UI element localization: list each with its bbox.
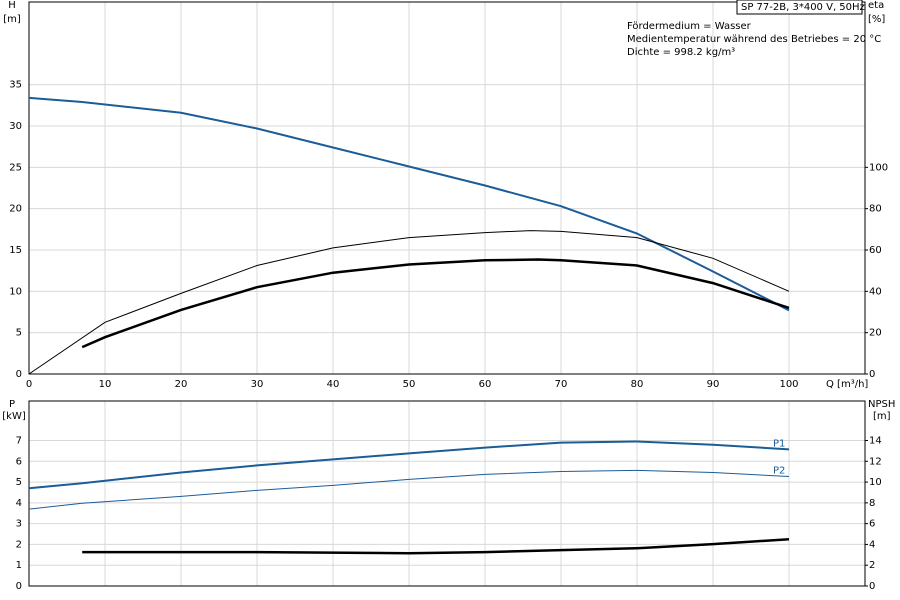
plot-frame bbox=[28, 1, 866, 375]
y2-tick-label: 8 bbox=[869, 498, 875, 509]
x-tick-label: 70 bbox=[555, 379, 568, 390]
x-tick-label: 100 bbox=[779, 379, 798, 390]
y2-axis-label: eta bbox=[868, 0, 884, 11]
y2-tick-label: 12 bbox=[869, 456, 882, 467]
curve bbox=[82, 537, 790, 555]
y-tick-label: 30 bbox=[9, 121, 22, 132]
curve bbox=[28, 440, 790, 490]
curve-label: P1 bbox=[773, 438, 785, 449]
y2-tick-label: 100 bbox=[869, 162, 888, 173]
y2-tick-label: 14 bbox=[869, 435, 882, 446]
y2-tick-label: 80 bbox=[869, 204, 882, 215]
y-tick-label: 35 bbox=[9, 80, 22, 91]
curve bbox=[28, 469, 790, 510]
chart-title: SP 77-2B, 3*400 V, 50Hz bbox=[741, 2, 865, 13]
y2-axis-label: NPSH bbox=[868, 399, 895, 410]
y2-tick-label: 20 bbox=[869, 328, 882, 339]
x-axis-label: Q [m³/h] bbox=[826, 379, 868, 390]
x-tick-label: 40 bbox=[327, 379, 340, 390]
y2-tick-label: 2 bbox=[869, 560, 875, 571]
y2-tick-label: 10 bbox=[869, 477, 882, 488]
curve bbox=[28, 230, 790, 375]
y-tick-label: 0 bbox=[16, 581, 22, 592]
y-tick-label: 0 bbox=[16, 369, 22, 380]
y2-axis-unit: [%] bbox=[868, 14, 885, 25]
y-axis-unit: [kW] bbox=[2, 411, 26, 422]
curve-label: P2 bbox=[773, 465, 785, 476]
y-axis-label: P bbox=[9, 399, 15, 410]
x-tick-label: 20 bbox=[175, 379, 188, 390]
y-tick-label: 1 bbox=[16, 560, 22, 571]
curve bbox=[28, 96, 790, 312]
y2-tick-label: 0 bbox=[869, 369, 875, 380]
y-tick-label: 4 bbox=[16, 498, 22, 509]
x-tick-label: 0 bbox=[26, 379, 32, 390]
plot-frame bbox=[28, 400, 866, 587]
y-tick-label: 5 bbox=[16, 477, 22, 488]
y2-tick-label: 6 bbox=[869, 519, 875, 530]
y-axis-label: H bbox=[8, 0, 16, 11]
y-axis-unit: [m] bbox=[3, 14, 21, 25]
y-tick-label: 7 bbox=[16, 435, 22, 446]
x-tick-label: 50 bbox=[403, 379, 416, 390]
x-tick-label: 10 bbox=[99, 379, 112, 390]
y-tick-label: 25 bbox=[9, 162, 22, 173]
x-tick-label: 30 bbox=[251, 379, 264, 390]
x-tick-label: 60 bbox=[479, 379, 492, 390]
y-tick-label: 15 bbox=[9, 245, 22, 256]
x-tick-label: 90 bbox=[707, 379, 720, 390]
y2-tick-label: 60 bbox=[869, 245, 882, 256]
y2-tick-label: 0 bbox=[869, 581, 875, 592]
annotation: Dichte = 998.2 kg/m³ bbox=[627, 47, 735, 58]
y-tick-label: 3 bbox=[16, 519, 22, 530]
y-tick-label: 10 bbox=[9, 286, 22, 297]
annotation: Fördermedium = Wasser bbox=[627, 21, 752, 32]
curve bbox=[81, 258, 790, 349]
y-tick-label: 6 bbox=[16, 456, 22, 467]
y-tick-label: 2 bbox=[16, 539, 22, 550]
y2-tick-label: 4 bbox=[869, 539, 875, 550]
y2-tick-label: 40 bbox=[869, 286, 882, 297]
y-tick-label: 20 bbox=[9, 204, 22, 215]
title-box bbox=[736, 0, 863, 15]
annotation: Medientemperatur während des Betriebes =… bbox=[627, 34, 881, 45]
x-tick-label: 80 bbox=[631, 379, 644, 390]
y2-axis-unit: [m] bbox=[873, 411, 891, 422]
y-tick-label: 5 bbox=[16, 328, 22, 339]
